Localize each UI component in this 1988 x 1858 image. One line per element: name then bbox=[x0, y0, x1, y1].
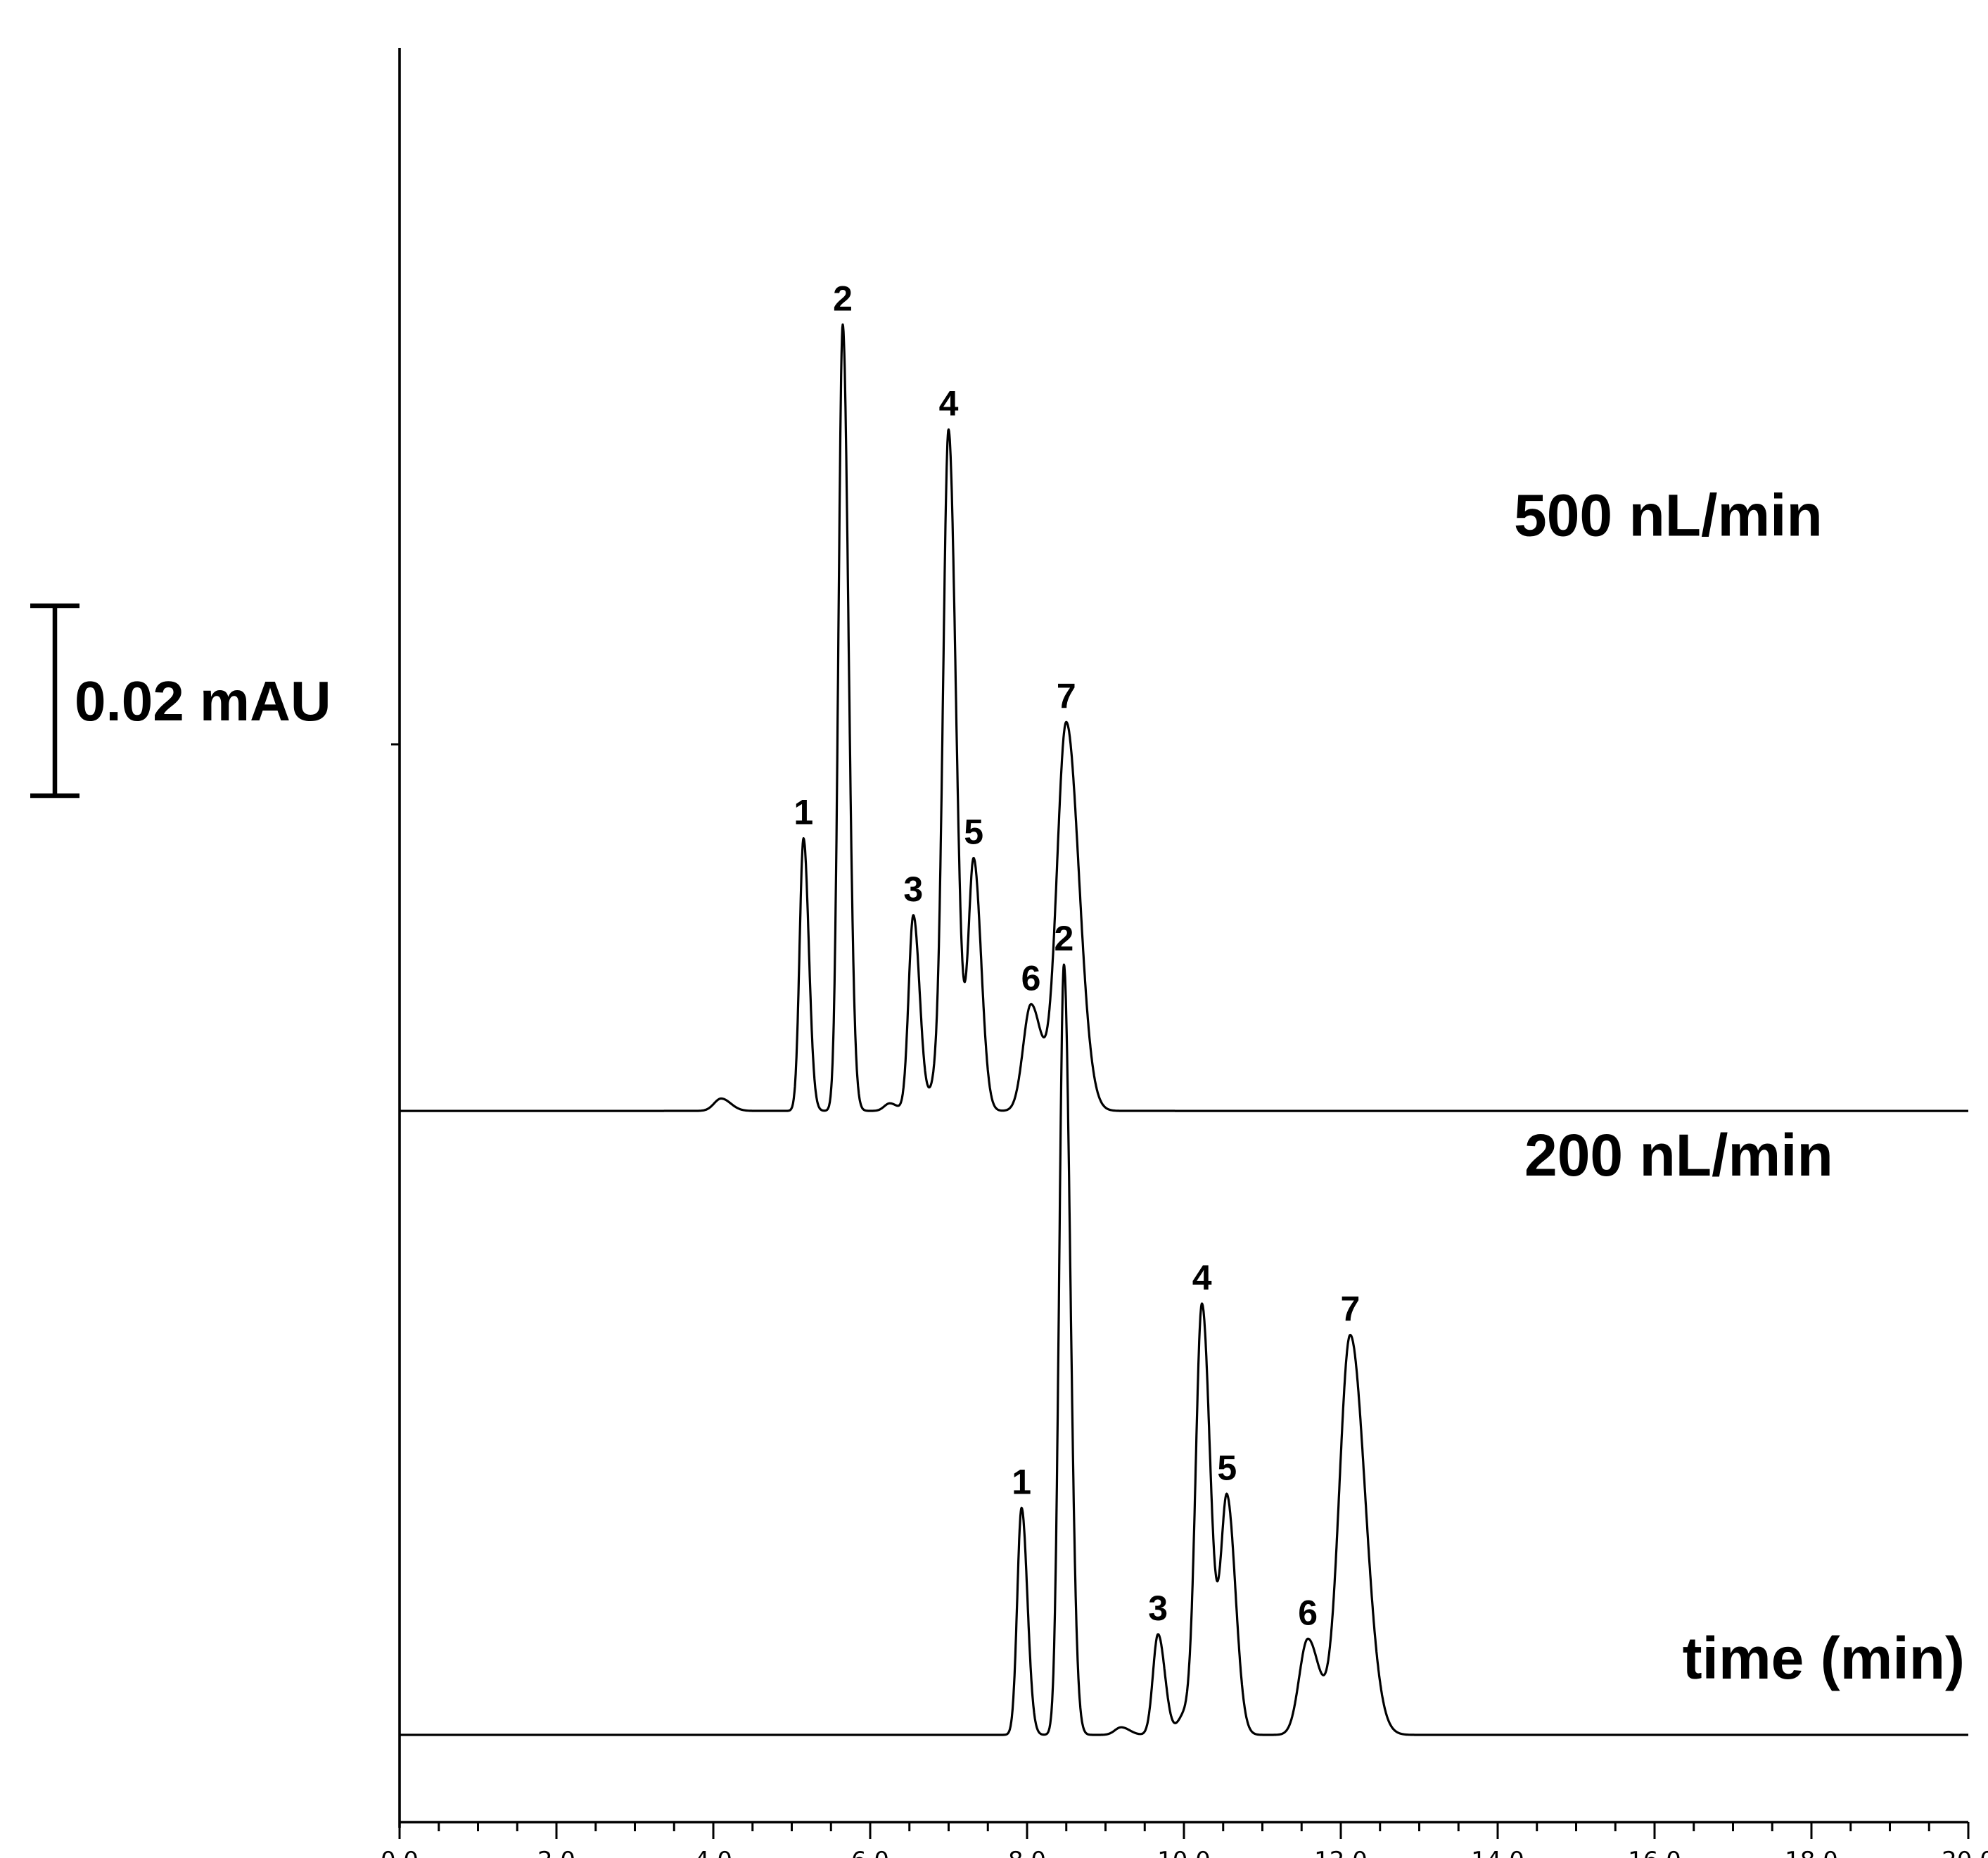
peak-label-s1-4: 4 bbox=[939, 384, 959, 424]
trace-series-1 bbox=[398, 323, 1969, 1112]
x-axis-title: time (min) bbox=[1683, 1625, 1965, 1691]
x-tick-label-8: 16.0 bbox=[1628, 1847, 1681, 1858]
labels-layer: 1 2 3 4 5 6 7 500 nL/min 1 2 3 4 5 6 7 200 nL/min time (… bbox=[794, 279, 1965, 1691]
peak-label-s2-1: 1 bbox=[1012, 1462, 1031, 1501]
x-tick-label-7: 14.0 bbox=[1471, 1847, 1524, 1858]
x-tick-label-5: 10.0 bbox=[1157, 1847, 1211, 1858]
x-tick-label-2: 4.0 bbox=[694, 1847, 732, 1858]
x-tick-label-1: 2.0 bbox=[537, 1847, 575, 1858]
traces-layer bbox=[398, 323, 1969, 1736]
trace-series-2 bbox=[398, 963, 1969, 1736]
peak-label-s1-7: 7 bbox=[1057, 676, 1076, 715]
peak-label-s2-4: 4 bbox=[1192, 1258, 1212, 1297]
axes-layer: 0.0 2.0 4.0 6.0 8.0 10.0 12.0 14.0 16.0 18.0 20.0 bbox=[381, 48, 1988, 1858]
scale-bar-label: 0.02 mAU bbox=[75, 670, 331, 732]
peak-label-s2-7: 7 bbox=[1340, 1289, 1360, 1328]
peak-label-s2-5: 5 bbox=[1217, 1449, 1237, 1488]
peak-label-s1-5: 5 bbox=[964, 813, 983, 852]
peak-label-s1-1: 1 bbox=[794, 793, 813, 832]
x-tick-label-6: 12.0 bbox=[1314, 1847, 1368, 1858]
peak-label-s1-2: 2 bbox=[833, 279, 853, 318]
peak-label-s2-3: 3 bbox=[1148, 1589, 1168, 1628]
x-tick-label-9: 18.0 bbox=[1785, 1847, 1838, 1858]
x-tick-label-4: 8.0 bbox=[1008, 1847, 1046, 1858]
peak-label-s1-3: 3 bbox=[903, 870, 923, 909]
series-name-1: 500 nL/min bbox=[1514, 482, 1823, 548]
x-tick-label-0: 0.0 bbox=[381, 1847, 419, 1858]
peak-label-s2-6: 6 bbox=[1298, 1593, 1318, 1632]
peak-label-s1-6: 6 bbox=[1021, 958, 1041, 998]
peak-label-s2-2: 2 bbox=[1054, 919, 1073, 958]
series-name-2: 200 nL/min bbox=[1524, 1122, 1833, 1188]
x-tick-label-3: 6.0 bbox=[851, 1847, 889, 1858]
scale-bar-group: 0.02 mAU bbox=[30, 603, 331, 798]
x-tick-label-10: 20.0 bbox=[1942, 1847, 1988, 1858]
